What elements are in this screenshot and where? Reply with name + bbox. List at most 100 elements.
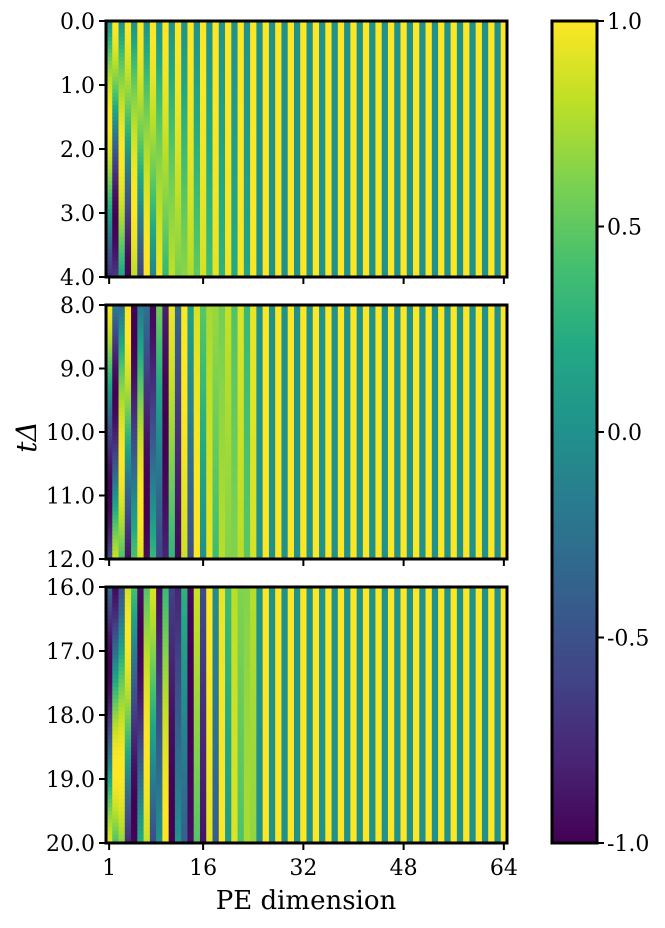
heatmap-cell — [181, 125, 188, 130]
heatmap-cell — [225, 447, 232, 453]
heatmap-cell — [206, 779, 213, 784]
heatmap-cell — [174, 157, 182, 162]
heatmap-cell — [131, 643, 138, 648]
heatmap-cell — [112, 360, 119, 365]
heatmap-cell — [156, 715, 163, 720]
heatmap-cell — [218, 412, 226, 417]
heatmap-cell — [237, 619, 245, 624]
heatmap-cell — [231, 643, 238, 648]
heatmap-cell — [237, 153, 245, 158]
heatmap-cell — [149, 149, 157, 154]
heatmap-cell — [168, 261, 176, 266]
heatmap-cell — [106, 763, 113, 768]
heatmap-cell — [156, 376, 163, 381]
heatmap-cell — [137, 201, 144, 206]
heatmap-cell — [149, 133, 157, 138]
heatmap-cell — [199, 755, 207, 760]
heatmap-cell — [243, 711, 251, 716]
heatmap-cell — [250, 41, 257, 46]
heatmap-cell — [187, 65, 195, 70]
heatmap-cell — [118, 65, 126, 70]
heatmap-cell — [193, 376, 201, 381]
heatmap-cell — [112, 101, 119, 106]
heatmap-cell — [118, 603, 126, 608]
heatmap-cell — [199, 551, 207, 556]
heatmap-cell — [181, 495, 188, 500]
heatmap-cell — [168, 308, 176, 314]
heatmap-cell — [174, 352, 182, 357]
heatmap-cell — [187, 29, 195, 34]
heatmap-cell — [168, 551, 176, 556]
heatmap-cell — [243, 61, 251, 66]
heatmap-cell — [137, 97, 144, 102]
heatmap-cell — [181, 428, 188, 433]
heatmap-cell — [181, 153, 188, 158]
heatmap-cell — [212, 69, 220, 74]
heatmap-cell — [143, 245, 151, 250]
heatmap-cell — [206, 396, 213, 401]
heatmap-cell — [206, 727, 213, 732]
x-tick-label: 32 — [289, 856, 317, 881]
heatmap-cell — [174, 181, 182, 186]
heatmap-cell — [237, 615, 245, 620]
heatmap-cell — [137, 699, 144, 704]
heatmap-cell — [181, 735, 188, 740]
heatmap-cell — [250, 229, 257, 234]
heatmap-cell — [456, 21, 464, 277]
heatmap-cell — [250, 61, 257, 66]
heatmap-cell — [212, 763, 220, 768]
heatmap-cell — [137, 101, 144, 106]
heatmap-cell — [118, 69, 126, 74]
heatmap-cell — [118, 21, 126, 26]
heatmap-cell — [206, 360, 213, 365]
heatmap-cell — [137, 479, 144, 484]
heatmap-cell — [143, 249, 151, 254]
heatmap-cell — [206, 695, 213, 700]
heatmap-cell — [193, 225, 201, 230]
heatmap-cell — [181, 639, 188, 644]
heatmap-cell — [168, 715, 176, 720]
heatmap-cell — [212, 647, 220, 652]
heatmap-cell — [143, 587, 151, 592]
heatmap-cell — [124, 727, 132, 732]
heatmap-cell — [162, 811, 170, 816]
heatmap-cell — [118, 376, 126, 381]
heatmap-cell — [218, 531, 226, 536]
heatmap-cell — [112, 743, 119, 748]
heatmap-cell — [199, 305, 207, 310]
heatmap-cell — [112, 49, 119, 54]
heatmap-cell — [218, 308, 226, 314]
heatmap-cell — [212, 787, 220, 792]
heatmap-cell — [156, 33, 163, 38]
heatmap-cell — [243, 428, 251, 433]
heatmap-cell — [131, 791, 138, 796]
heatmap-cell — [143, 197, 151, 202]
heatmap-cell — [112, 241, 119, 246]
heatmap-cell — [174, 221, 182, 226]
heatmap-cell — [225, 324, 232, 330]
heatmap-cell — [218, 85, 226, 90]
heatmap-cell — [174, 217, 182, 222]
heatmap-cell — [143, 655, 151, 660]
heatmap-cell — [112, 428, 119, 433]
heatmap-cell — [124, 41, 132, 46]
heatmap-cell — [143, 639, 151, 644]
heatmap-cell — [124, 599, 132, 604]
heatmap-cell — [250, 683, 257, 688]
heatmap-cell — [193, 595, 201, 600]
heatmap-cell — [156, 324, 163, 330]
heatmap-cell — [168, 332, 176, 338]
heatmap-cell — [187, 679, 195, 684]
heatmap-cell — [250, 376, 257, 381]
heatmap-cell — [106, 487, 113, 492]
heatmap-cell — [225, 352, 232, 357]
heatmap-cell — [243, 340, 251, 346]
heatmap-cell — [231, 161, 238, 166]
heatmap-cell — [149, 25, 157, 30]
heatmap-cell — [137, 109, 144, 114]
heatmap-cell — [237, 499, 245, 504]
heatmap-cells — [106, 21, 508, 278]
heatmap-cell — [212, 799, 220, 804]
heatmap-cell — [137, 189, 144, 194]
heatmap-cell — [212, 261, 220, 266]
